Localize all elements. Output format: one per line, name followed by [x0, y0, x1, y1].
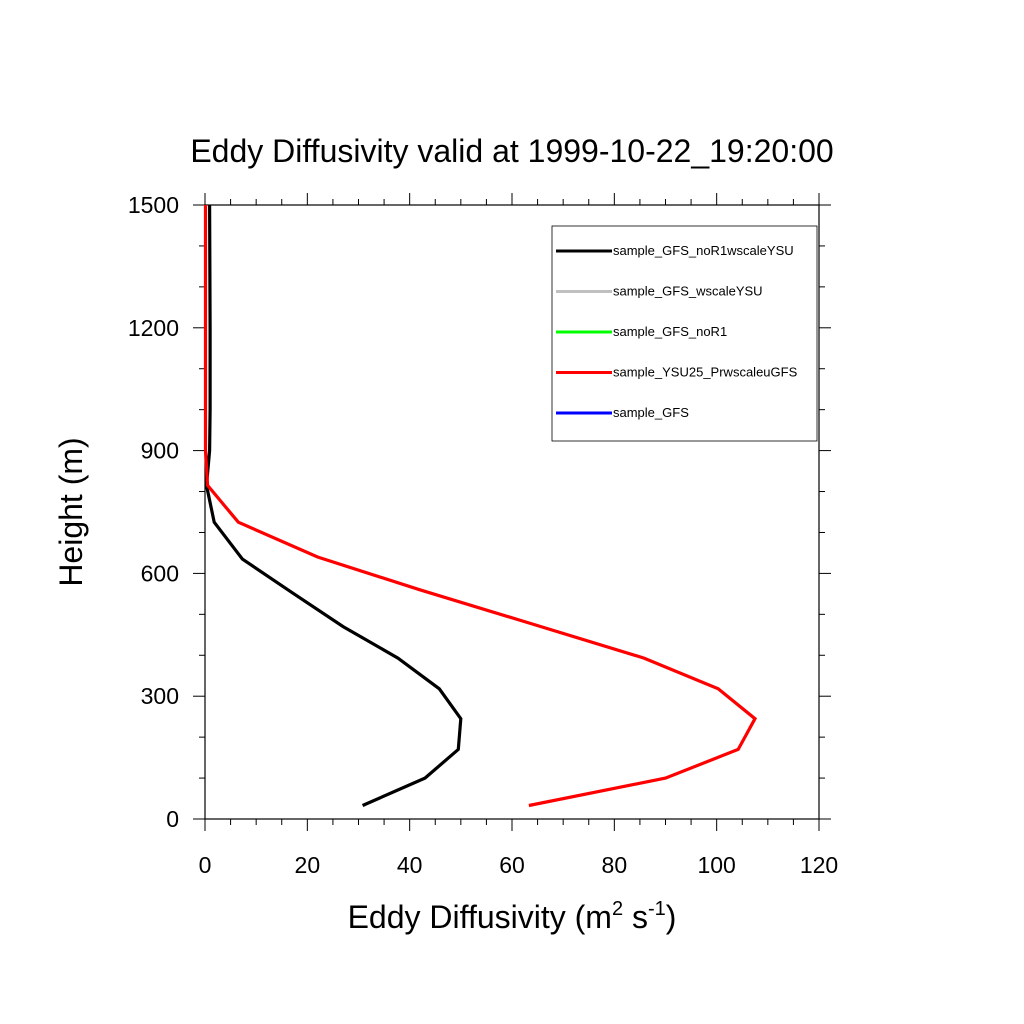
- y-tick-label: 1200: [128, 315, 179, 341]
- legend: sample_GFS_noR1wscaleYSU sample_GFS_wscal…: [551, 225, 818, 442]
- y-tick-label: 600: [141, 560, 179, 586]
- x-tick-label: 120: [800, 852, 838, 878]
- series-line-sample-ysu25-prwscaleugfs: [203, 205, 758, 808]
- x-tick-label: 80: [602, 852, 628, 878]
- x-tick-label: 20: [295, 852, 321, 878]
- y-tick-label: 300: [141, 683, 179, 709]
- legend-label: sample_GFS_wscaleYSU: [613, 284, 763, 299]
- legend-label: sample_GFS: [613, 405, 689, 420]
- y-tick-label: 900: [141, 438, 179, 464]
- y-axis-label: Height (m): [53, 437, 89, 586]
- y-tick-label: 0: [166, 806, 179, 832]
- x-tick-label: 40: [397, 852, 423, 878]
- series-line-sample-gfs-nor1wscaleysu: [204, 204, 463, 807]
- legend-label: sample_YSU25_PrwscaleuGFS: [613, 365, 798, 380]
- x-axis-label: Eddy Diffusivity (m2 s-1): [348, 898, 677, 935]
- legend-items: sample_GFS_noR1wscaleYSU sample_GFS_wscal…: [556, 243, 798, 420]
- x-axis-ticks: 0 20 40 60 80 100 120: [199, 193, 838, 878]
- x-tick-label: 0: [199, 852, 212, 878]
- series-lines: [203, 204, 758, 808]
- chart-title: Eddy Diffusivity valid at 1999-10-22_19:…: [190, 133, 833, 169]
- x-tick-label: 60: [499, 852, 525, 878]
- x-tick-label: 100: [697, 852, 735, 878]
- legend-label: sample_GFS_noR1: [613, 324, 727, 339]
- y-tick-label: 1500: [128, 192, 179, 218]
- legend-label: sample_GFS_noR1wscaleYSU: [613, 243, 794, 258]
- y-axis-ticks: 0 300 600 900 1200 1500: [128, 192, 831, 832]
